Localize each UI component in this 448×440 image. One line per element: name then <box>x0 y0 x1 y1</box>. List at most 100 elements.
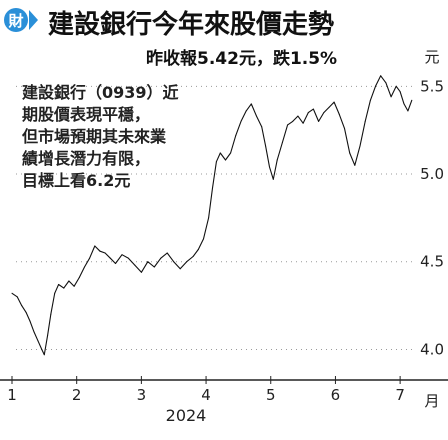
price-point-30 <box>153 266 155 268</box>
price-point-48 <box>250 103 252 105</box>
price-point-67 <box>344 127 345 129</box>
price-point-2 <box>16 296 18 298</box>
price-point-15 <box>68 280 70 282</box>
x-tick-label-7: 7 <box>395 386 405 404</box>
price-point-45 <box>235 134 237 136</box>
x-tick-label-2: 2 <box>72 386 82 404</box>
logo-arrow-icon <box>29 10 38 30</box>
y-tick-label-3: 5.0 <box>420 165 444 183</box>
price-point-27 <box>134 264 136 266</box>
annotation-line-1: 建設銀行（0939）近 <box>22 83 179 102</box>
price-point-37 <box>197 249 199 250</box>
x-tick-label-5: 5 <box>266 386 276 404</box>
year-label: 2024 <box>0 406 448 425</box>
price-point-41 <box>215 161 217 163</box>
price-point-24 <box>115 263 116 264</box>
price-point-32 <box>166 252 168 254</box>
price-point-38 <box>203 238 204 240</box>
logo-icon: 財 <box>4 8 28 32</box>
price-point-50 <box>261 126 263 128</box>
price-point-20 <box>94 245 96 247</box>
x-tick-label-6: 6 <box>331 386 341 404</box>
price-point-10 <box>47 334 49 336</box>
price-point-75 <box>385 82 387 84</box>
price-point-28 <box>140 271 142 273</box>
price-point-51 <box>265 145 267 147</box>
chart-annotation: 建設銀行（0939）近 期股價表現平穩， 但市場預期其未來業 績增長潛力有限， … <box>22 82 262 192</box>
price-point-74 <box>380 75 382 77</box>
price-point-4 <box>25 312 27 314</box>
year-text: 2024 <box>165 406 207 425</box>
price-point-60 <box>307 112 309 114</box>
price-point-14 <box>63 287 65 289</box>
price-point-9 <box>43 354 45 356</box>
price-point-40 <box>212 187 213 189</box>
price-point-26 <box>127 257 129 259</box>
x-tick-label-4: 4 <box>201 386 211 404</box>
price-point-44 <box>230 152 232 154</box>
x-tick-label-3: 3 <box>137 386 147 404</box>
price-point-61 <box>312 108 314 110</box>
price-point-52 <box>269 166 270 168</box>
price-point-72 <box>369 99 371 101</box>
price-point-54 <box>276 159 278 161</box>
chart-title: 建設銀行今年來股價走勢 <box>48 10 335 40</box>
price-point-36 <box>192 256 194 257</box>
price-point-53 <box>272 178 274 180</box>
price-point-6 <box>33 331 35 333</box>
price-point-16 <box>73 285 75 287</box>
annotation-line-5: 目標上看6.2元 <box>22 171 131 190</box>
annotation-line-2: 期股價表現平穩， <box>22 105 151 124</box>
price-point-59 <box>302 122 304 124</box>
price-point-19 <box>89 257 91 259</box>
price-point-80 <box>407 110 409 112</box>
price-point-5 <box>29 320 31 322</box>
price-point-1 <box>11 292 13 294</box>
x-tick-label-1: 1 <box>7 386 17 404</box>
price-point-77 <box>395 85 397 87</box>
price-point-47 <box>245 110 247 112</box>
y-tick-label-2: 4.5 <box>420 253 444 271</box>
price-point-73 <box>375 85 376 87</box>
price-point-58 <box>297 115 299 117</box>
y-tick-label-4: 5.5 <box>420 77 444 95</box>
price-point-64 <box>328 106 330 108</box>
chart-subtitle: 昨收報5.42元，跌1.5% <box>146 49 338 69</box>
price-point-39 <box>208 217 210 219</box>
price-point-23 <box>109 257 111 259</box>
y-unit-label: 元 <box>424 48 440 66</box>
price-point-46 <box>240 120 242 122</box>
price-point-65 <box>333 101 335 103</box>
price-point-29 <box>147 261 149 263</box>
price-point-78 <box>399 91 401 93</box>
y-tick-label-1: 4.0 <box>420 340 444 358</box>
price-point-42 <box>219 152 221 154</box>
price-point-70 <box>359 145 361 147</box>
price-point-68 <box>349 152 351 154</box>
price-point-22 <box>104 252 106 254</box>
price-point-55 <box>281 142 283 143</box>
price-point-71 <box>364 120 366 122</box>
price-point-11 <box>50 313 52 315</box>
price-point-8 <box>41 349 43 350</box>
x-unit-label: 月 <box>424 392 440 410</box>
price-point-79 <box>403 103 405 105</box>
annotation-line-3: 但市場預期其未來業 <box>22 127 167 146</box>
price-point-62 <box>318 120 320 122</box>
price-point-81 <box>411 99 413 101</box>
price-point-35 <box>186 261 188 263</box>
price-point-7 <box>37 340 39 342</box>
price-point-21 <box>99 250 101 252</box>
price-point-34 <box>179 268 181 270</box>
price-point-57 <box>292 120 294 122</box>
price-point-17 <box>78 277 80 278</box>
price-point-12 <box>54 292 56 294</box>
price-point-31 <box>160 257 162 259</box>
price-point-66 <box>338 113 340 115</box>
price-point-69 <box>354 164 356 166</box>
price-point-63 <box>323 112 325 114</box>
price-point-49 <box>256 115 257 117</box>
price-point-43 <box>225 159 226 161</box>
annotation-line-4: 績增長潛力有限， <box>22 149 151 168</box>
